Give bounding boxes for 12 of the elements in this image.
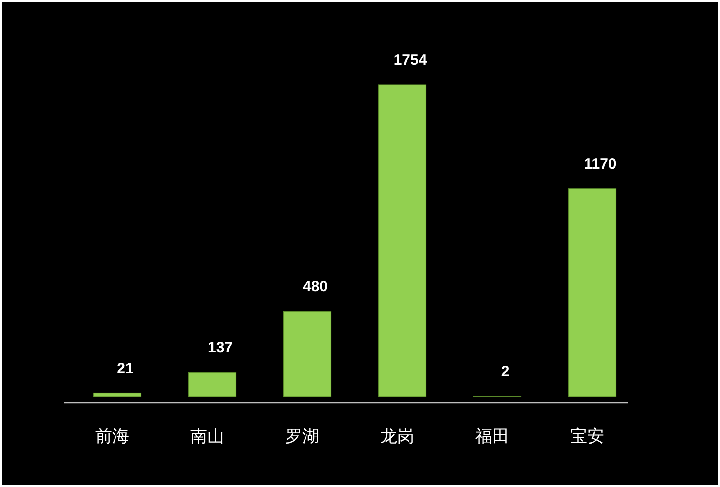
x-tick-label: 福田	[476, 427, 510, 446]
data-label: 2	[501, 364, 510, 381]
data-label: 480	[302, 278, 328, 296]
x-tick-label: 前海	[96, 427, 130, 446]
x-tick-label: 龙岗	[380, 427, 414, 446]
x-tick-label: 南山	[190, 427, 224, 446]
data-label: 1754	[394, 52, 428, 69]
x-tick-label: 宝安	[570, 427, 604, 446]
data-label: 1170	[584, 156, 617, 173]
x-tick-label: 罗湖	[286, 427, 320, 446]
data-label: 137	[208, 340, 234, 357]
data-label: 21	[117, 360, 134, 378]
